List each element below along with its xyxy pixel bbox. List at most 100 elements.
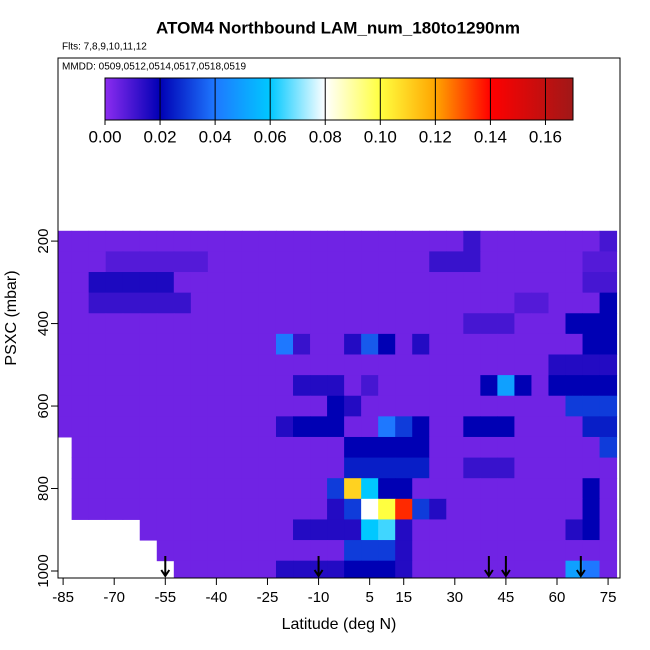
heatmap-cell — [310, 416, 328, 438]
heatmap-cell — [275, 519, 294, 541]
colorbar-tick-label: 0.06 — [254, 127, 287, 146]
heatmap-cell — [497, 272, 515, 294]
heatmap-cell — [327, 292, 345, 314]
heatmap-cell — [258, 478, 277, 500]
heatmap-cell — [446, 333, 464, 355]
heatmap-cell — [344, 519, 362, 541]
heatmap-cell — [599, 519, 618, 541]
heatmap-cell — [412, 395, 430, 417]
heatmap-cell — [88, 478, 107, 500]
heatmap-cell — [173, 457, 192, 479]
heatmap-cell — [327, 457, 345, 479]
heatmap-cell — [599, 292, 618, 314]
plot-frame — [57, 57, 621, 579]
heatmap-cell — [361, 375, 379, 397]
heatmap-cell — [446, 498, 464, 520]
heatmap-cell — [531, 478, 549, 500]
heatmap-cell — [58, 272, 73, 294]
heatmap-cell — [599, 540, 618, 562]
heatmap-cell — [58, 230, 73, 252]
heatmap-cell — [429, 416, 447, 438]
heatmap-cell — [258, 560, 277, 579]
colorbar-tick-label: 0.10 — [364, 127, 397, 146]
heatmap-cell — [241, 375, 260, 397]
heatmap-cell — [514, 395, 532, 417]
heatmap-cell — [58, 416, 73, 438]
colorbar-tick-label: 0.02 — [144, 127, 177, 146]
heatmap-cell — [190, 354, 209, 376]
heatmap-cell — [565, 519, 584, 541]
heatmap-cell — [446, 436, 464, 459]
heatmap-cell — [548, 251, 567, 273]
heatmap-cell — [514, 560, 532, 579]
heatmap-cell — [582, 251, 601, 273]
heatmap-cell — [548, 292, 567, 314]
heatmap-cell — [463, 375, 481, 397]
heatmap-cell — [565, 375, 584, 397]
heatmap-cell — [224, 375, 243, 397]
heatmap-cell — [156, 395, 175, 417]
heatmap-cell — [344, 478, 362, 500]
heatmap-cell — [395, 560, 413, 579]
heatmap-cell — [395, 354, 413, 376]
flight-marker — [160, 556, 171, 578]
heatmap-cell — [310, 457, 328, 479]
heatmap-cell — [582, 540, 601, 562]
heatmap-cell — [156, 313, 175, 335]
heatmap-cell — [480, 354, 498, 376]
heatmap-cell — [207, 354, 226, 376]
heatmap-cell — [293, 478, 311, 500]
flight-marker — [575, 556, 586, 578]
heatmap-cell — [497, 478, 515, 500]
heatmap-cell — [548, 354, 567, 376]
heatmap-cell — [514, 375, 532, 397]
heatmap-cell — [275, 457, 294, 479]
heatmap-cell — [548, 540, 567, 562]
heatmap-cell — [156, 457, 175, 479]
heatmap-cell — [565, 354, 584, 376]
heatmap-cell — [327, 333, 345, 355]
x-tick-label: 45 — [498, 589, 515, 606]
heatmap-cell — [548, 416, 567, 438]
x-tick-label: 60 — [549, 589, 566, 606]
heatmap-cell — [361, 292, 379, 314]
heatmap-cell — [582, 478, 601, 500]
heatmap-cell — [395, 333, 413, 355]
heatmap-cell — [88, 375, 107, 397]
heatmap-cell — [207, 230, 226, 252]
heatmap-cell — [190, 230, 209, 252]
heatmap-cell — [139, 251, 158, 273]
heatmap-cell — [599, 375, 618, 397]
heatmap-cell — [139, 498, 158, 520]
heatmap-cell — [71, 354, 90, 376]
subtitle: Flts: 7,8,9,10,11,12 — [62, 42, 147, 53]
chart-title: ATOM4 Northbound LAM_num_180to1290nm — [156, 18, 520, 37]
heatmap-cell — [293, 354, 311, 376]
heatmap-cell — [105, 292, 124, 314]
heatmap-cell — [582, 375, 601, 397]
heatmap-cell — [139, 519, 158, 541]
heatmap-cell — [344, 333, 362, 355]
heatmap-cell — [173, 540, 192, 562]
heatmap-cell — [207, 436, 226, 459]
heatmap-cell — [480, 416, 498, 438]
heatmap-cell — [463, 230, 481, 252]
heatmap-cell — [395, 292, 413, 314]
heatmap-cell — [565, 457, 584, 479]
heatmap-cell — [241, 333, 260, 355]
heatmap-cell — [241, 354, 260, 376]
heatmap-cell — [531, 333, 549, 355]
heatmap-cell — [446, 540, 464, 562]
heatmap-cell — [327, 354, 345, 376]
heatmap-cell — [599, 560, 618, 579]
heatmap-cell — [88, 313, 107, 335]
heatmap-cell — [275, 292, 294, 314]
x-tick-label: -55 — [154, 589, 176, 606]
flight-marker — [501, 556, 511, 578]
heatmap-cell — [190, 560, 209, 579]
heatmap-cell — [156, 498, 175, 520]
heatmap-cell — [344, 375, 362, 397]
heatmap-cell — [58, 375, 73, 397]
heatmap-cell — [105, 457, 124, 479]
heatmap-cell — [310, 375, 328, 397]
